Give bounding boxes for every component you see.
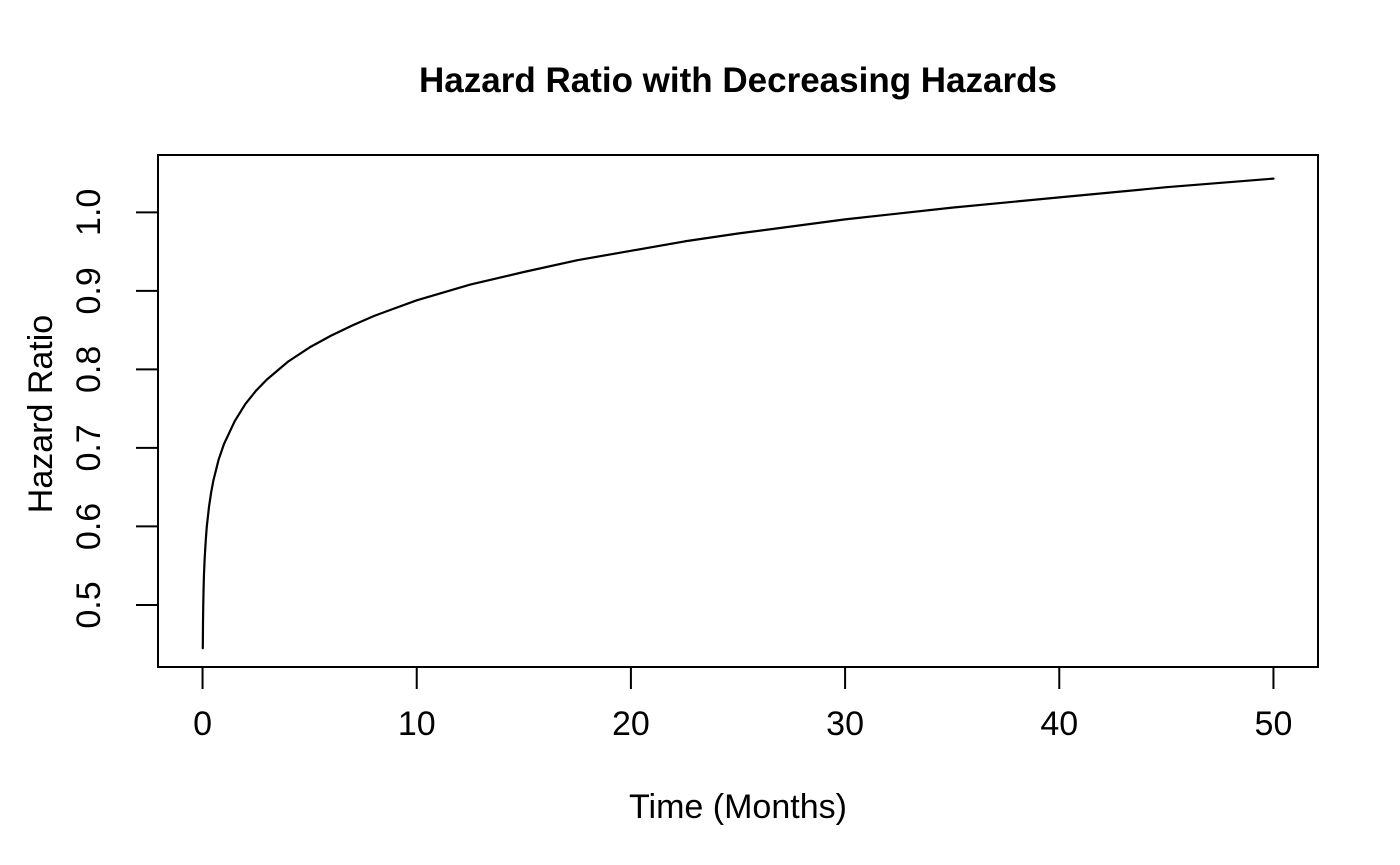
y-tick-label: 0.7 bbox=[70, 424, 108, 471]
x-tick-label: 40 bbox=[1040, 705, 1078, 743]
y-tick-label: 0.5 bbox=[70, 581, 108, 628]
y-axis-label: Hazard Ratio bbox=[22, 315, 60, 513]
y-tick-label: 0.8 bbox=[70, 346, 108, 393]
y-tick-label: 0.6 bbox=[70, 503, 108, 550]
x-tick-label: 30 bbox=[826, 705, 864, 743]
x-tick-label: 10 bbox=[398, 705, 436, 743]
y-tick-label: 0.9 bbox=[70, 267, 108, 314]
x-tick-label: 0 bbox=[193, 705, 212, 743]
x-axis-label: Time (Months) bbox=[629, 788, 847, 826]
chart-title: Hazard Ratio with Decreasing Hazards bbox=[419, 61, 1057, 100]
y-tick-label: 1.0 bbox=[70, 189, 108, 236]
x-tick-label: 20 bbox=[612, 705, 650, 743]
plot-box bbox=[157, 154, 1319, 668]
x-tick-label: 50 bbox=[1255, 705, 1293, 743]
hazard-ratio-curve bbox=[201, 177, 1275, 650]
